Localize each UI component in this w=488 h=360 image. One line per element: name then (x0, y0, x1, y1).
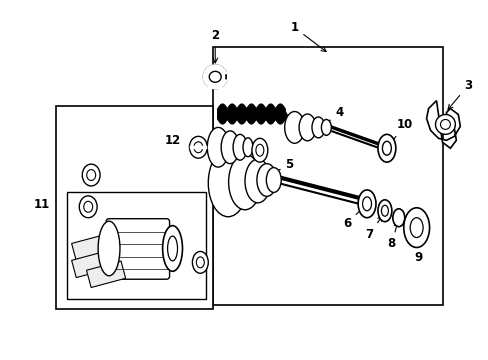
Ellipse shape (251, 138, 267, 162)
Text: 1: 1 (290, 21, 325, 51)
Ellipse shape (207, 127, 229, 167)
Ellipse shape (83, 201, 93, 212)
Ellipse shape (194, 142, 203, 153)
Ellipse shape (82, 164, 100, 186)
Ellipse shape (321, 120, 331, 135)
Bar (213, 47, 443, 305)
Text: 11: 11 (33, 198, 50, 211)
Ellipse shape (255, 144, 264, 156)
Ellipse shape (98, 221, 120, 276)
Ellipse shape (284, 112, 304, 143)
Ellipse shape (311, 117, 324, 138)
Ellipse shape (167, 236, 177, 261)
Text: 2: 2 (211, 29, 219, 63)
Ellipse shape (244, 159, 270, 203)
Ellipse shape (163, 226, 182, 271)
Ellipse shape (189, 136, 207, 158)
Bar (56, 105, 213, 309)
Ellipse shape (221, 131, 239, 164)
Ellipse shape (243, 138, 252, 157)
Text: 12: 12 (164, 134, 180, 147)
Polygon shape (426, 100, 459, 148)
Ellipse shape (409, 218, 422, 238)
Polygon shape (203, 65, 226, 89)
Text: 7: 7 (364, 216, 382, 240)
Text: 6: 6 (343, 207, 364, 230)
Bar (67, 192, 206, 299)
Ellipse shape (209, 71, 221, 82)
Ellipse shape (381, 205, 387, 216)
Ellipse shape (403, 208, 428, 247)
Ellipse shape (377, 134, 395, 162)
Text: 5: 5 (258, 158, 293, 180)
Text: 4: 4 (317, 105, 343, 132)
Ellipse shape (208, 149, 247, 217)
Text: 8: 8 (387, 222, 398, 251)
Text: 9: 9 (414, 231, 422, 264)
FancyBboxPatch shape (106, 219, 169, 279)
Ellipse shape (79, 196, 97, 218)
Polygon shape (203, 65, 226, 89)
Ellipse shape (392, 209, 404, 227)
Circle shape (435, 114, 454, 134)
Circle shape (440, 120, 449, 129)
Ellipse shape (228, 154, 261, 210)
Ellipse shape (382, 141, 390, 155)
Ellipse shape (377, 200, 391, 222)
FancyBboxPatch shape (71, 251, 110, 278)
Ellipse shape (256, 164, 276, 196)
Ellipse shape (86, 170, 96, 180)
Ellipse shape (357, 190, 375, 218)
Ellipse shape (192, 251, 208, 273)
Ellipse shape (196, 257, 204, 268)
Ellipse shape (266, 168, 281, 192)
Ellipse shape (233, 134, 246, 160)
FancyBboxPatch shape (71, 234, 110, 261)
Text: 10: 10 (388, 118, 412, 145)
Text: 3: 3 (447, 79, 471, 109)
Ellipse shape (362, 197, 371, 211)
FancyBboxPatch shape (86, 261, 125, 288)
Ellipse shape (299, 114, 315, 141)
Ellipse shape (204, 67, 225, 87)
